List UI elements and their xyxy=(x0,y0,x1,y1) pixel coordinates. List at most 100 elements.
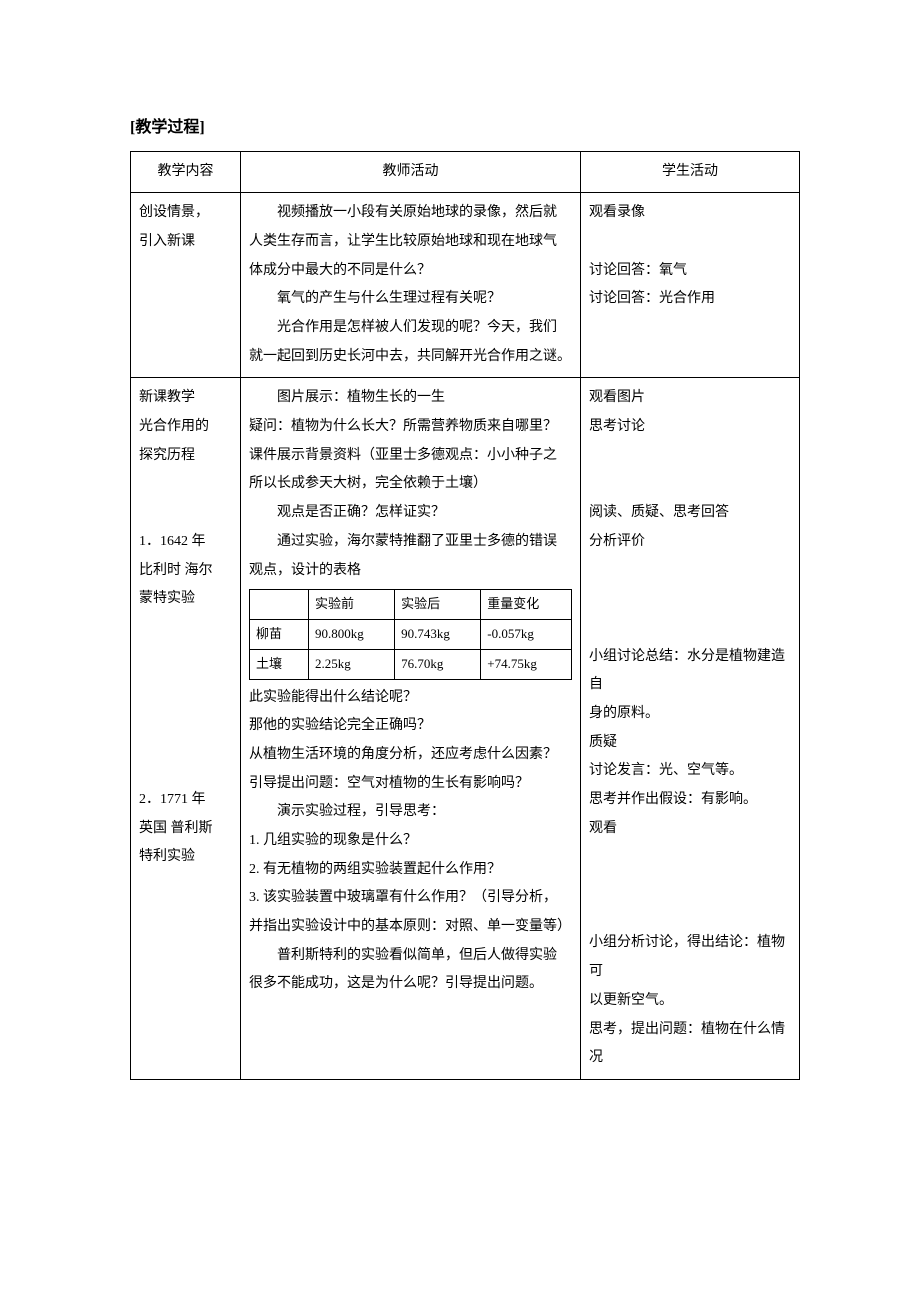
spacer xyxy=(139,700,232,729)
experiment-data-table: 实验前 实验后 重量变化 柳苗 90.800kg 90.743kg -0.057… xyxy=(249,589,572,679)
intro-col3: 观看录像 讨论回答：氧气 讨论回答：光合作用 xyxy=(581,193,800,378)
nl-c3j: 观看 xyxy=(589,815,791,844)
inner-r0c2: 90.743kg xyxy=(395,620,481,650)
spacer xyxy=(589,901,791,930)
spacer xyxy=(589,872,791,901)
spacer xyxy=(589,585,791,614)
nl-c2e: 观点是否正确？怎样证实？ xyxy=(249,499,572,528)
inner-row-0: 柳苗 90.800kg 90.743kg -0.057kg xyxy=(250,620,572,650)
nl-c2l: 演示实验过程，引导思考： xyxy=(249,798,572,827)
intro-c3c: 讨论回答：光合作用 xyxy=(589,285,791,314)
inner-r1c3: +74.75kg xyxy=(481,649,572,679)
inner-r0c0: 柳苗 xyxy=(250,620,309,650)
nl-c2h: 此实验能得出什么结论呢？ xyxy=(249,684,572,713)
newlesson-row: 新课教学 光合作用的 探究历程 1．1642 年 比利时 海尔 蒙特实验 2．1… xyxy=(131,378,800,1080)
nl-c3c: 阅读、质疑、思考回答 xyxy=(589,499,791,528)
intro-col1: 创设情景， 引入新课 xyxy=(131,193,241,378)
intro-c2e: 光合作用是怎样被人们发现的呢？今天，我们 xyxy=(249,314,572,343)
nl-c3m: 思考，提出问题：植物在什么情况 xyxy=(589,1016,791,1073)
nl-c2m: 1. 几组实验的现象是什么？ xyxy=(249,827,572,856)
document-page: [教学过程] 教学内容 教师活动 学生活动 创设情景， 引入新课 视频播放一小段… xyxy=(0,0,920,1302)
spacer xyxy=(589,228,791,257)
nl-c2n: 2. 有无植物的两组实验装置起什么作用？ xyxy=(249,856,572,885)
spacer xyxy=(589,314,791,343)
nl-c1i: 特利实验 xyxy=(139,843,232,872)
nl-c1b: 光合作用的 xyxy=(139,413,232,442)
nl-c3g: 质疑 xyxy=(589,729,791,758)
nl-c2o: 3. 该实验装置中玻璃罩有什么作用？（引导分析， xyxy=(249,884,572,913)
section-heading: [教学过程] xyxy=(130,115,800,141)
inner-row-1: 土壤 2.25kg 76.70kg +74.75kg xyxy=(250,649,572,679)
header-student: 学生活动 xyxy=(581,151,800,193)
inner-h0 xyxy=(250,590,309,620)
spacer xyxy=(139,643,232,672)
intro-c2c: 体成分中最大的不同是什么？ xyxy=(249,257,572,286)
newlesson-col1: 新课教学 光合作用的 探究历程 1．1642 年 比利时 海尔 蒙特实验 2．1… xyxy=(131,378,241,1080)
inner-r1c1: 2.25kg xyxy=(308,649,394,679)
nl-c1f: 蒙特实验 xyxy=(139,585,232,614)
header-content: 教学内容 xyxy=(131,151,241,193)
intro-row: 创设情景， 引入新课 视频播放一小段有关原始地球的录像，然后就 人类生存而言，让… xyxy=(131,193,800,378)
newlesson-col2: 图片展示：植物生长的一生 疑问：植物为什么长大？所需营养物质来自哪里？ 课件展示… xyxy=(241,378,581,1080)
nl-c2c: 课件展示背景资料（亚里士多德观点：小小种子之 xyxy=(249,442,572,471)
spacer xyxy=(589,470,791,499)
newlesson-col3: 观看图片 思考讨论 阅读、质疑、思考回答 分析评价 小组讨论总结：水分是植物建造… xyxy=(581,378,800,1080)
inner-header-row: 实验前 实验后 重量变化 xyxy=(250,590,572,620)
nl-c3a: 观看图片 xyxy=(589,384,791,413)
nl-c1d: 1．1642 年 xyxy=(139,528,232,557)
intro-c2b: 人类生存而言，让学生比较原始地球和现在地球气 xyxy=(249,228,572,257)
nl-c1a: 新课教学 xyxy=(139,384,232,413)
inner-r1c0: 土壤 xyxy=(250,649,309,679)
intro-c2f: 就一起回到历史长河中去，共同解开光合作用之谜。 xyxy=(249,343,572,372)
inner-r0c3: -0.057kg xyxy=(481,620,572,650)
nl-c3l: 以更新空气。 xyxy=(589,987,791,1016)
nl-c2k: 引导提出问题：空气对植物的生长有影响吗？ xyxy=(249,770,572,799)
spacer xyxy=(139,729,232,758)
nl-c3h: 讨论发言：光、空气等。 xyxy=(589,757,791,786)
nl-c3d: 分析评价 xyxy=(589,528,791,557)
spacer xyxy=(139,671,232,700)
header-teacher: 教师活动 xyxy=(241,151,581,193)
nl-c3k: 小组分析讨论，得出结论：植物可 xyxy=(589,929,791,986)
teaching-process-table: 教学内容 教师活动 学生活动 创设情景， 引入新课 视频播放一小段有关原始地球的… xyxy=(130,151,800,1080)
intro-c3b: 讨论回答：氧气 xyxy=(589,257,791,286)
nl-c2q: 普利斯特利的实验看似简单，但后人做得实验 xyxy=(249,942,572,971)
intro-c1a: 创设情景， xyxy=(139,199,232,228)
inner-h2: 实验后 xyxy=(395,590,481,620)
nl-c1e: 比利时 海尔 xyxy=(139,557,232,586)
spacer xyxy=(589,557,791,586)
spacer xyxy=(139,757,232,786)
nl-c1g: 2．1771 年 xyxy=(139,786,232,815)
spacer xyxy=(589,614,791,643)
inner-r1c2: 76.70kg xyxy=(395,649,481,679)
inner-h1: 实验前 xyxy=(308,590,394,620)
spacer xyxy=(139,470,232,499)
spacer xyxy=(139,499,232,528)
nl-c2b: 疑问：植物为什么长大？所需营养物质来自哪里？ xyxy=(249,413,572,442)
spacer xyxy=(589,442,791,471)
spacer xyxy=(589,843,791,872)
nl-c3e: 小组讨论总结：水分是植物建造自 xyxy=(589,643,791,700)
nl-c2g: 观点，设计的表格 xyxy=(249,557,572,586)
intro-col2: 视频播放一小段有关原始地球的录像，然后就 人类生存而言，让学生比较原始地球和现在… xyxy=(241,193,581,378)
spacer xyxy=(589,343,791,372)
nl-c1c: 探究历程 xyxy=(139,442,232,471)
inner-r0c1: 90.800kg xyxy=(308,620,394,650)
inner-h3: 重量变化 xyxy=(481,590,572,620)
nl-c1h: 英国 普利斯 xyxy=(139,815,232,844)
header-row: 教学内容 教师活动 学生活动 xyxy=(131,151,800,193)
intro-c3a: 观看录像 xyxy=(589,199,791,228)
nl-c3i: 思考并作出假设：有影响。 xyxy=(589,786,791,815)
nl-c3f: 身的原料。 xyxy=(589,700,791,729)
nl-c2j: 从植物生活环境的角度分析，还应考虑什么因素？ xyxy=(249,741,572,770)
intro-c2d: 氧气的产生与什么生理过程有关呢？ xyxy=(249,285,572,314)
intro-c1b: 引入新课 xyxy=(139,228,232,257)
spacer xyxy=(139,614,232,643)
intro-c2a: 视频播放一小段有关原始地球的录像，然后就 xyxy=(249,199,572,228)
nl-c2f: 通过实验，海尔蒙特推翻了亚里士多德的错误 xyxy=(249,528,572,557)
nl-c2r: 很多不能成功，这是为什么呢？引导提出问题。 xyxy=(249,970,572,999)
nl-c2a: 图片展示：植物生长的一生 xyxy=(249,384,572,413)
nl-c3b: 思考讨论 xyxy=(589,413,791,442)
nl-c2p: 并指出实验设计中的基本原则：对照、单一变量等） xyxy=(249,913,572,942)
nl-c2d: 所以长成参天大树，完全依赖于土壤） xyxy=(249,470,572,499)
